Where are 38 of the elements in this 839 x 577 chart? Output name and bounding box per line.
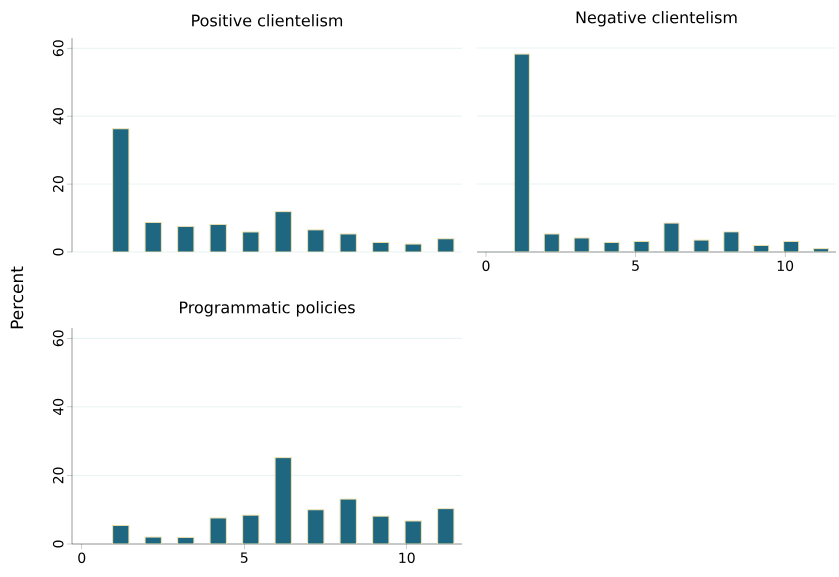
y-tick-label: 20 xyxy=(52,467,64,484)
x-tick-label: 5 xyxy=(240,552,248,563)
bar xyxy=(274,457,292,544)
bar xyxy=(307,509,324,544)
bar xyxy=(242,514,260,544)
bar xyxy=(177,226,194,252)
y-tick-label: 0 xyxy=(52,540,64,548)
bar xyxy=(112,524,130,544)
chart-title: Positive clientelism xyxy=(192,14,342,26)
x-tick-label: 0 xyxy=(482,260,490,272)
bar xyxy=(210,517,227,544)
y-tick-label: 60 xyxy=(52,330,64,346)
bar xyxy=(437,508,454,544)
y-tick-label: 40 xyxy=(52,108,64,124)
y-tick-label: 0 xyxy=(52,248,64,256)
y-tick-label: 60 xyxy=(52,40,64,56)
x-tick-label: 10 xyxy=(399,552,415,564)
chart-title: Programmatic policies xyxy=(180,301,355,317)
bar xyxy=(663,222,680,252)
bar xyxy=(274,211,292,252)
bar xyxy=(372,516,390,544)
bar xyxy=(144,222,162,252)
bar xyxy=(112,128,130,252)
bar xyxy=(307,229,324,252)
x-tick-label: 10 xyxy=(778,260,794,272)
x-tick-label: 0 xyxy=(78,552,86,564)
bar xyxy=(437,238,454,252)
y-tick-label: 20 xyxy=(52,176,64,192)
x-tick-label: 5 xyxy=(632,260,639,271)
y-axis-title: Percent xyxy=(10,266,24,328)
bar xyxy=(340,498,357,544)
bar xyxy=(340,233,357,252)
bar xyxy=(404,520,422,544)
chart-title: Negative clientelism xyxy=(576,11,737,26)
bar xyxy=(514,54,530,252)
y-tick-label: 40 xyxy=(52,398,64,416)
bar xyxy=(242,231,260,252)
bar xyxy=(210,224,227,252)
